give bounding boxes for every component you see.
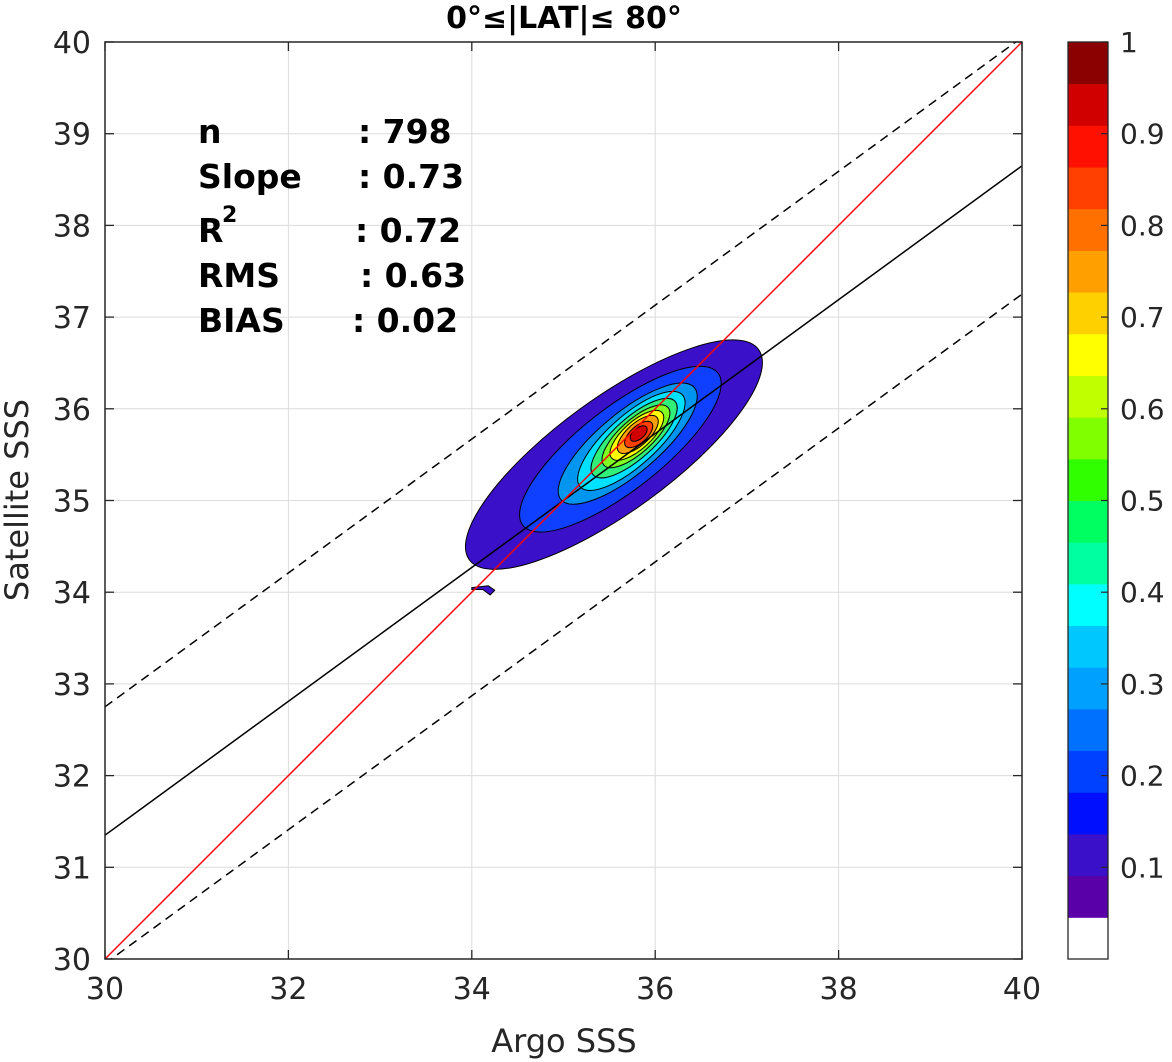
- x-tick-labels: 30 32 34 36 38 40: [86, 972, 1041, 1007]
- stat-rms-label: RMS: [198, 256, 280, 295]
- y-tick-label: 31: [53, 851, 91, 886]
- colorbar-tick-label: 0.9: [1120, 118, 1165, 151]
- stat-slope-label: Slope: [198, 157, 302, 196]
- y-tick-label: 40: [53, 26, 91, 61]
- y-tick-label: 34: [53, 576, 91, 611]
- colorbar-tick-label: 0.8: [1120, 209, 1165, 242]
- y-axis-label: Satellite SSS: [0, 399, 36, 601]
- x-tick-label: 40: [1003, 972, 1041, 1007]
- reference-lines: [105, 42, 1022, 959]
- stat-n-value: : 798: [358, 112, 452, 151]
- colorbar-segment: [1068, 792, 1108, 835]
- stat-n-label: n: [198, 112, 222, 151]
- stat-bias-value: : 0.02: [352, 301, 458, 340]
- y-tick-labels: 30 31 32 33 34 35 36 37 38 39 40: [53, 26, 91, 978]
- colorbar-segment: [1068, 83, 1108, 126]
- colorbar-segment: [1068, 417, 1108, 460]
- colorbar-tick-label: 1: [1120, 26, 1138, 59]
- colorbar-tick-label: 0.6: [1120, 393, 1165, 426]
- colorbar-segment: [1068, 125, 1108, 168]
- stat-slope-value: : 0.73: [358, 157, 464, 196]
- density-contours: [464, 339, 763, 596]
- colorbar-segment: [1068, 833, 1108, 877]
- y-tick-label: 37: [53, 301, 91, 336]
- colorbar-segment: [1068, 625, 1108, 668]
- y-tick-label: 39: [53, 118, 91, 153]
- y-tick-label: 32: [53, 760, 91, 795]
- x-tick-label: 30: [86, 972, 124, 1007]
- colorbar-segment: [1068, 250, 1108, 293]
- outlier-contour-patch: [471, 585, 496, 596]
- colorbar-segment: [1068, 333, 1108, 376]
- x-tick-label: 32: [269, 972, 307, 1007]
- axis-ticks: [104, 41, 1023, 960]
- x-tick-label: 34: [453, 972, 491, 1007]
- y-tick-label: 33: [53, 668, 91, 703]
- stat-r2-label: R: [198, 211, 223, 250]
- chart-title: 0°≤|LAT|≤ 80°: [446, 1, 682, 36]
- colorbar-segment: [1068, 42, 1108, 85]
- colorbar-tick-label: 0.4: [1120, 576, 1165, 609]
- lower-bound-line: [110, 293, 1022, 959]
- colorbar-segment: [1068, 458, 1108, 501]
- one-to-one-line: [105, 42, 1022, 959]
- y-tick-label: 30: [53, 943, 91, 978]
- stat-bias-label: BIAS: [198, 301, 285, 340]
- grid-lines: [104, 41, 1023, 960]
- colorbar-segment: [1068, 917, 1108, 960]
- x-tick-label: 38: [820, 972, 858, 1007]
- y-tick-label: 38: [53, 209, 91, 244]
- colorbar-tick-label: 0.7: [1120, 301, 1165, 334]
- colorbar-segment: [1068, 542, 1108, 585]
- stat-rms-value: : 0.63: [360, 256, 466, 295]
- colorbar: [1067, 41, 1109, 960]
- colorbar-tick-labels: 0.1 0.2 0.3 0.4 0.5 0.6 0.7 0.8 0.9 1: [1120, 26, 1165, 884]
- colorbar-segment: [1068, 167, 1108, 210]
- stat-r2-superscript: 2: [222, 203, 237, 228]
- colorbar-segment: [1068, 667, 1108, 710]
- colorbar-segment: [1068, 583, 1108, 627]
- colorbar-tick-label: 0.5: [1120, 485, 1165, 518]
- x-tick-label: 36: [636, 972, 674, 1007]
- colorbar-tick-label: 0.1: [1120, 851, 1165, 884]
- x-axis-label: Argo SSS: [491, 1022, 636, 1060]
- upper-bound-line: [105, 42, 1017, 708]
- y-tick-label: 36: [53, 393, 91, 428]
- colorbar-tick-label: 0.3: [1120, 668, 1165, 701]
- colorbar-segment: [1068, 208, 1108, 251]
- stats-box: n : 798 Slope : 0.73 R 2 : 0.72 RMS : 0.…: [198, 112, 466, 340]
- colorbar-segment: [1068, 750, 1108, 793]
- stat-r2-value: : 0.72: [355, 211, 461, 250]
- colorbar-segment: [1068, 375, 1108, 418]
- colorbar-segment: [1068, 875, 1108, 918]
- colorbar-segment: [1068, 708, 1108, 752]
- colorbar-tick-label: 0.2: [1120, 760, 1165, 793]
- colorbar-segment: [1068, 292, 1108, 335]
- colorbar-segment: [1068, 500, 1108, 543]
- y-tick-label: 35: [53, 485, 91, 520]
